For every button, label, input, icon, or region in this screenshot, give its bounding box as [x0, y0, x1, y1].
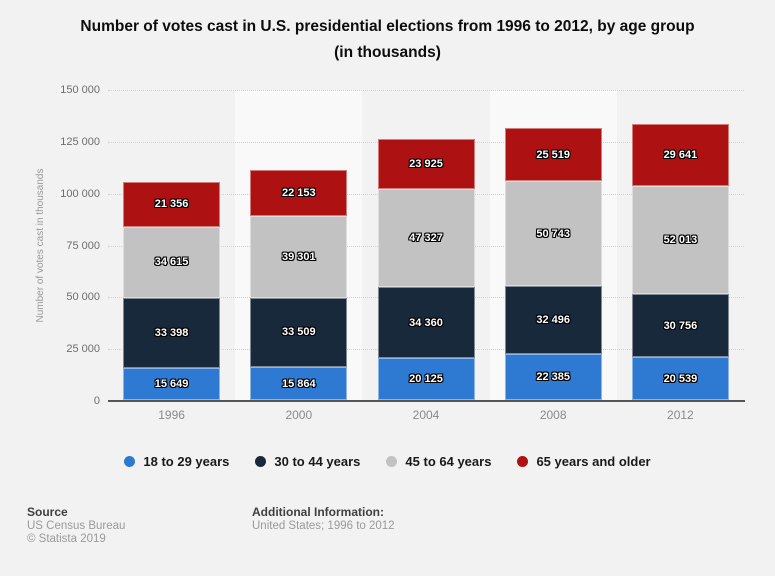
y-tick-label: 50 000 [66, 291, 100, 304]
y-tick-label: 25 000 [66, 343, 100, 356]
bar-segment: 50 743 [504, 181, 602, 287]
y-tick-label: 150 000 [60, 84, 100, 96]
legend-color-dot [255, 456, 267, 467]
chart-title-line1: Number of votes cast in U.S. presidentia… [80, 18, 695, 35]
bar-segment: 47 327 [377, 188, 475, 288]
bar-segment: 34 360 [377, 287, 475, 359]
bar-segment: 15 649 [123, 367, 221, 400]
copyright-notice: © Statista 2019 [27, 533, 106, 545]
bar-segment: 52 013 [631, 185, 729, 294]
bar-value-label: 22 153 [281, 187, 316, 200]
legend-color-dot [517, 456, 529, 467]
bar-segment: 30 756 [631, 293, 729, 358]
bar-value-label: 33 398 [154, 326, 189, 339]
bar-segment: 34 615 [123, 226, 221, 299]
bar-value-label: 34 360 [409, 316, 443, 329]
bar-value-label: 30 756 [663, 319, 698, 332]
y-tick-label: 75 000 [66, 239, 100, 252]
legend-color-dot [124, 456, 136, 467]
legend-item: 18 to 29 years [124, 454, 229, 469]
bar-value-label: 23 925 [409, 158, 443, 171]
legend-label: 65 years and older [536, 454, 651, 469]
x-axis-line [108, 400, 745, 402]
bar-segment: 21 356 [123, 182, 221, 227]
additional-info-label: Additional Information: [252, 505, 384, 519]
y-tick-label: 125 000 [60, 135, 100, 148]
bar-value-label: 21 356 [154, 198, 189, 211]
bar-value-label: 15 864 [281, 377, 316, 390]
bar-segment: 15 864 [250, 367, 348, 400]
additional-info-value: United States; 1996 to 2012 [252, 520, 395, 532]
plot-area: Number of votes cast in thousands 0 25 00… [35, 84, 745, 422]
source-value: US Census Bureau [27, 520, 126, 532]
y-tick-label: 100 000 [60, 187, 100, 200]
bar-segment: 22 153 [250, 170, 348, 217]
bar-segment: 23 925 [377, 139, 475, 189]
bar-segment: 33 509 [250, 297, 348, 368]
x-axis-label: 2012 [667, 408, 694, 422]
chart-title: Number of votes cast in U.S. presidentia… [0, 14, 775, 66]
bar-value-label: 15 649 [154, 377, 189, 390]
bar-value-label: 50 743 [536, 227, 571, 240]
bar-value-label: 25 519 [536, 148, 571, 161]
bar-value-label: 52 013 [663, 233, 698, 246]
chart-title-line2: (in thousands) [334, 44, 441, 61]
bar-value-label: 20 539 [663, 372, 698, 385]
bar-segment: 29 641 [631, 124, 729, 186]
legend-item: 45 to 64 years [386, 454, 491, 469]
bar-value-label: 20 125 [409, 373, 443, 386]
bar-value-label: 39 301 [281, 250, 316, 263]
legend-color-dot [386, 456, 398, 467]
legend-label: 45 to 64 years [405, 454, 492, 469]
bar-value-label: 29 641 [663, 149, 698, 162]
bar-value-label: 22 385 [536, 370, 571, 383]
bar-segment: 20 539 [631, 357, 729, 400]
bar-value-label: 33 509 [281, 326, 316, 339]
legend-label: 18 to 29 years [143, 454, 230, 469]
bar-segment: 25 519 [504, 128, 602, 182]
y-tick-label: 0 [93, 395, 100, 407]
x-axis-label: 2000 [285, 408, 313, 422]
source-label: Source [27, 505, 68, 519]
bar-segment: 20 125 [377, 358, 475, 400]
bar-value-label: 34 615 [154, 256, 189, 269]
bar-segment: 32 496 [504, 286, 602, 354]
bar-segment: 33 398 [123, 298, 221, 368]
legend: 18 to 29 years 30 to 44 years 45 to 64 yea… [0, 454, 775, 469]
x-axis-label: 2008 [539, 408, 567, 422]
gridline [108, 90, 744, 91]
bar-value-label: 47 327 [409, 231, 443, 244]
bar-segment: 39 301 [250, 216, 348, 298]
legend-label: 30 to 44 years [274, 454, 361, 469]
bar-value-label: 32 496 [536, 313, 571, 326]
x-axis-label: 1996 [158, 408, 185, 422]
x-axis-label: 2004 [412, 408, 440, 422]
legend-item: 30 to 44 years [255, 454, 360, 469]
bar-segment: 22 385 [504, 353, 602, 400]
legend-item: 65 years and older [517, 454, 651, 469]
